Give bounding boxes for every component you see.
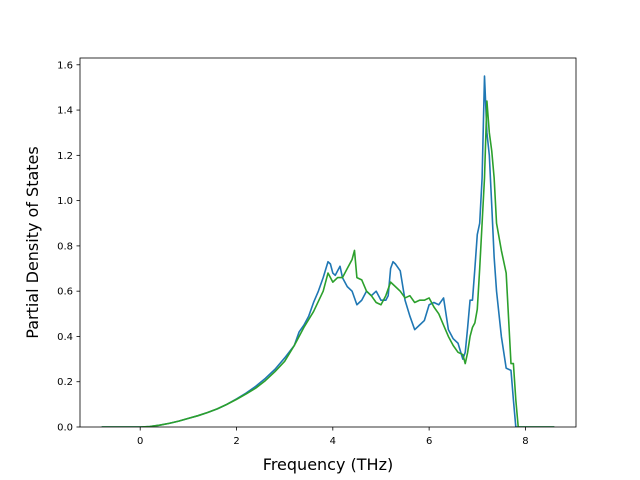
series-line-2	[101, 100, 555, 427]
y-axis-ticks: 0.0 0.2 0.4 0.6 0.8 1.0 1.2 1.4 1.6	[57, 60, 80, 434]
y-tick-label: 0.2	[57, 377, 73, 388]
x-tick-label: 6	[426, 436, 432, 447]
axes-frame	[79, 57, 577, 428]
y-tick-label: 1.4	[57, 106, 73, 117]
y-tick-label: 0.0	[57, 423, 73, 434]
y-tick-label: 0.8	[57, 241, 73, 252]
y-tick-label: 1.0	[57, 196, 73, 207]
x-tick-label: 2	[233, 436, 239, 447]
y-tick-label: 0.6	[57, 287, 73, 298]
y-tick-label: 0.4	[57, 332, 73, 343]
x-tick-label: 8	[522, 436, 528, 447]
x-tick-label: 4	[330, 436, 336, 447]
x-axis-title: Frequency (THz)	[263, 455, 393, 474]
y-tick-label: 1.2	[57, 151, 73, 162]
x-tick-label: 0	[137, 436, 143, 447]
x-axis-ticks: 0 2 4 6 8	[137, 427, 529, 447]
series-layer	[101, 75, 555, 427]
y-tick-label: 1.6	[57, 60, 73, 71]
y-axis-title: Partial Density of States	[23, 146, 42, 338]
